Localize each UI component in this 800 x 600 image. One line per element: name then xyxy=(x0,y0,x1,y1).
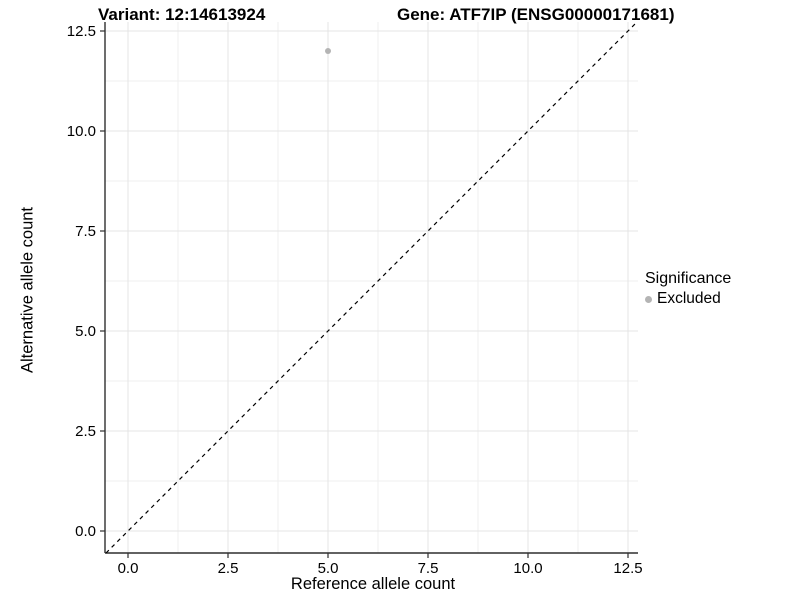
svg-text:2.5: 2.5 xyxy=(218,560,239,577)
variant-title: Variant: 12:14613924 xyxy=(98,5,266,24)
excluded-point-icon xyxy=(645,295,652,303)
svg-text:7.5: 7.5 xyxy=(418,560,439,577)
gene-title: Gene: ATF7IP (ENSG00000171681) xyxy=(397,5,675,24)
svg-text:0.0: 0.0 xyxy=(75,523,96,540)
legend-item-label: Excluded xyxy=(657,290,721,307)
svg-text:2.5: 2.5 xyxy=(75,423,96,440)
svg-text:10.0: 10.0 xyxy=(67,123,96,140)
legend-title: Significance xyxy=(645,270,732,287)
svg-text:12.5: 12.5 xyxy=(67,23,96,40)
svg-text:12.5: 12.5 xyxy=(613,560,642,577)
legend-item-excluded: Excluded xyxy=(645,290,731,308)
svg-text:0.0: 0.0 xyxy=(118,560,139,577)
svg-text:5.0: 5.0 xyxy=(318,560,339,577)
svg-text:10.0: 10.0 xyxy=(513,560,542,577)
legend: Significance Excluded xyxy=(645,269,731,308)
y-axis-title: Alternative allele count xyxy=(18,206,37,374)
x-axis-title: Reference allele count xyxy=(290,575,456,593)
svg-text:5.0: 5.0 xyxy=(75,323,96,340)
svg-text:7.5: 7.5 xyxy=(75,223,96,240)
